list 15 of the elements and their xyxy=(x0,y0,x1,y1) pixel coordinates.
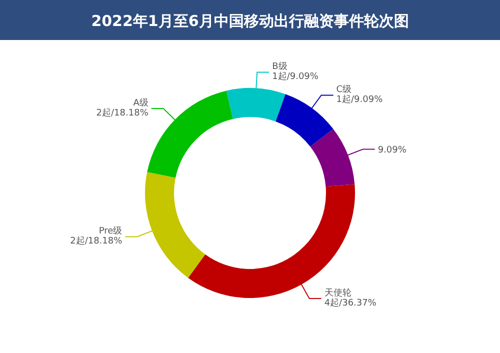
data-label: 2起/18.18% xyxy=(70,236,123,247)
slice-label: C级 xyxy=(336,84,352,96)
data-label: 1起/9.09% xyxy=(272,71,319,82)
donut-slice xyxy=(188,184,355,298)
slice-label: Pre级 xyxy=(98,226,122,237)
slice-label: B级 xyxy=(272,61,288,72)
data-label: 2起/18.18% xyxy=(96,108,149,119)
donut-slice xyxy=(147,90,233,178)
slice-label: 天使轮 xyxy=(324,287,352,298)
data-label: 9.09% xyxy=(378,145,407,156)
data-label: 1起/9.09% xyxy=(336,94,384,106)
donut-slice xyxy=(276,94,334,147)
chart-title: 2022年1月至6月中国移动出行融资事件轮次图 xyxy=(91,12,409,30)
slice-label: A级 xyxy=(133,98,148,109)
data-label: 4起/36.37% xyxy=(324,297,377,308)
